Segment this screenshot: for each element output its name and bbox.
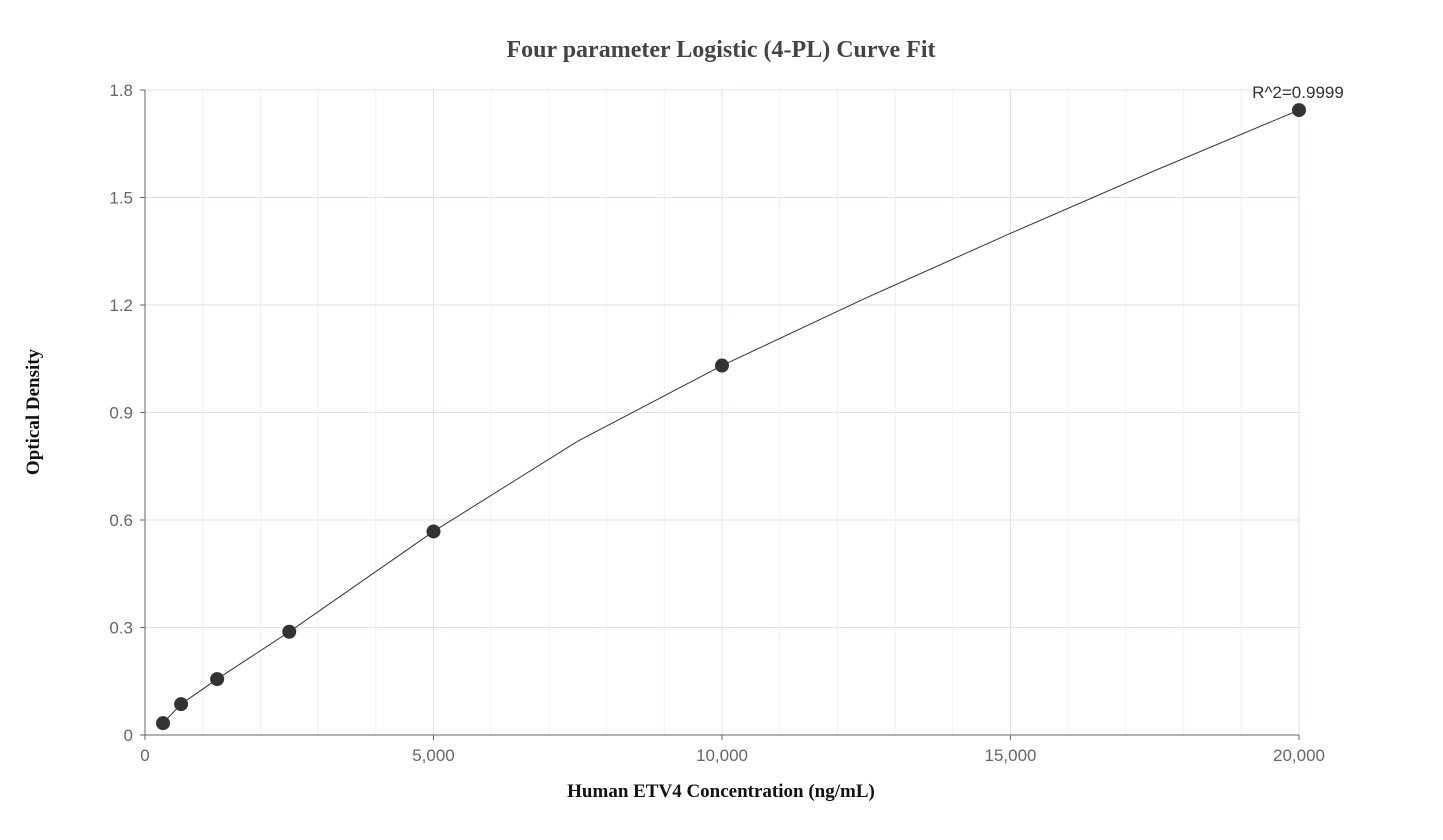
- data-point: [210, 672, 225, 687]
- data-points: [156, 103, 1306, 731]
- chart-title: Four parameter Logistic (4-PL) Curve Fit: [506, 37, 935, 63]
- r-squared-annotation: R^2=0.9999: [1252, 83, 1344, 102]
- fit-curve: [162, 109, 1300, 724]
- x-axis-ticks: 0 5,000 10,000 15,000 20,000: [140, 735, 1325, 765]
- y-tick-label: 1.5: [109, 189, 133, 208]
- x-tick-label: 20,000: [1273, 746, 1325, 765]
- x-tick-label: 15,000: [985, 746, 1037, 765]
- x-axis-title: Human ETV4 Concentration (ng/mL): [567, 781, 875, 802]
- y-tick-label: 1.2: [109, 296, 133, 315]
- data-point: [715, 358, 729, 373]
- data-point: [1292, 103, 1306, 118]
- data-point: [174, 697, 189, 712]
- data-point: [426, 524, 441, 539]
- grid: [144, 89, 1300, 736]
- y-axis-title: Optical Density: [23, 348, 44, 475]
- y-tick-label: 0.3: [109, 619, 133, 638]
- y-tick-label: 0.9: [109, 404, 133, 423]
- y-tick-label: 0.6: [109, 511, 133, 530]
- x-tick-label: 0: [140, 746, 149, 765]
- y-axis-ticks: 0 0.3 0.6 0.9 1.2 1.5 1.8: [109, 81, 145, 745]
- x-tick-label: 5,000: [412, 746, 455, 765]
- y-tick-label: 0: [124, 726, 133, 745]
- y-tick-label: 1.8: [109, 81, 133, 100]
- data-point: [282, 624, 297, 639]
- x-tick-label: 10,000: [696, 746, 748, 765]
- data-point: [156, 716, 171, 731]
